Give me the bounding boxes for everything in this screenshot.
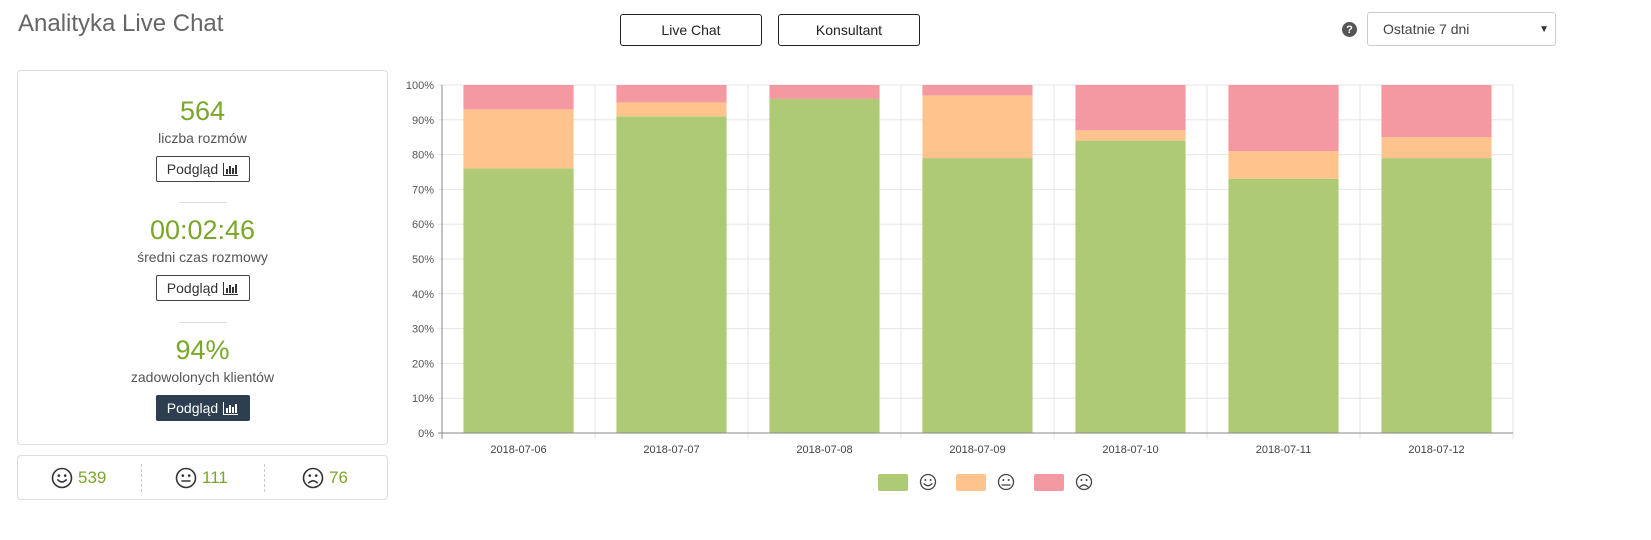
x-tick-label: 2018-07-09 <box>949 444 1005 456</box>
preview-button-label: Podgląd <box>166 161 219 177</box>
preview-avg-time-button[interactable]: Podgląd <box>155 275 250 301</box>
neutral-face-icon <box>997 473 1015 491</box>
legend-swatch <box>1034 474 1064 491</box>
divider <box>141 464 142 492</box>
x-tick-label: 2018-07-12 <box>1408 444 1464 456</box>
date-range-value: Ostatnie 7 dni <box>1383 21 1470 37</box>
y-tick-label: 20% <box>412 358 434 370</box>
smile-face-icon <box>51 467 73 488</box>
stat-label: zadowolonych klientów <box>130 369 275 385</box>
divider <box>179 202 227 203</box>
stat-label: średni czas rozmowy <box>137 249 268 265</box>
bar-segment <box>922 85 1033 96</box>
bar-segment <box>769 85 880 99</box>
y-tick-label: 80% <box>412 150 434 162</box>
rating-neutral: 111 <box>175 456 228 499</box>
chevron-down-icon: ▼ <box>1539 24 1549 35</box>
preview-button-label: Podgląd <box>166 400 219 416</box>
bar-segment <box>1228 151 1339 179</box>
rating-count: 111 <box>202 467 228 487</box>
legend-swatch <box>956 474 986 491</box>
preview-conversations-button[interactable]: Podgląd <box>155 156 250 182</box>
smile-face-icon <box>919 473 937 491</box>
preview-button-label: Podgląd <box>166 280 219 296</box>
bar-chart-icon <box>223 401 239 415</box>
satisfaction-chart: 0% 10% 20% 30% 40% 50% 60% 70% 80% 90% 100% 2018-07… <box>406 80 1514 491</box>
bar-chart-icon <box>223 162 239 176</box>
x-tick-label: 2018-07-08 <box>796 444 852 456</box>
rating-positive: 539 <box>51 456 106 499</box>
y-tick-label: 10% <box>412 393 434 405</box>
y-tick-label: 60% <box>412 219 434 231</box>
y-tick-label: 90% <box>412 115 434 127</box>
sad-face-icon <box>302 467 324 488</box>
bar-segment <box>1075 85 1186 131</box>
stats-card: 564 liczba rozmów Podgląd 00:02:46 średn… <box>17 70 388 445</box>
rating-negative: 76 <box>302 456 348 499</box>
bar-segment <box>463 85 574 110</box>
divider <box>264 464 265 492</box>
neutral-face-icon <box>175 467 197 488</box>
y-tick-label: 40% <box>412 289 434 301</box>
sad-face-icon <box>1075 473 1093 491</box>
y-tick-label: 70% <box>412 184 434 196</box>
stat-avg-time: 00:02:46 średni czas rozmowy Podgląd <box>18 214 387 301</box>
bar-segment <box>1381 137 1492 159</box>
page-title: Analityka Live Chat <box>18 10 224 37</box>
bar-segment <box>922 158 1033 433</box>
bar-segment <box>616 102 727 117</box>
bar-segment <box>1381 85 1492 138</box>
stat-conversations: 564 liczba rozmów Podgląd <box>18 95 387 182</box>
question-circle-icon[interactable]: ? <box>1342 22 1357 37</box>
bar-segment <box>1075 130 1186 141</box>
bar-segment <box>922 95 1033 159</box>
stat-value: 94% <box>175 335 230 365</box>
bar-segment <box>463 168 574 433</box>
y-tick-label: 100% <box>406 80 434 92</box>
stat-label: liczba rozmów <box>158 130 247 146</box>
preview-satisfied-button[interactable]: Podgląd <box>155 395 250 421</box>
bar-segment <box>1228 85 1339 152</box>
ratings-summary: 539 111 76 <box>17 455 388 500</box>
bar-segment <box>1075 140 1186 433</box>
rating-count: 539 <box>78 467 107 487</box>
bar-segment <box>1228 178 1339 433</box>
bar-segment <box>769 98 880 434</box>
stat-satisfied: 94% zadowolonych klientów Podgląd <box>18 334 387 421</box>
bar-segment <box>616 116 727 433</box>
rating-count: 76 <box>329 467 348 487</box>
y-tick-label: 50% <box>412 254 434 266</box>
bar-chart-icon <box>223 281 239 295</box>
x-tick-label: 2018-07-11 <box>1256 444 1311 456</box>
x-tick-label: 2018-07-10 <box>1102 444 1158 456</box>
bar-segment <box>463 109 574 169</box>
bar-segment <box>616 85 727 103</box>
date-range-select[interactable]: Ostatnie 7 dni ▼ <box>1367 12 1556 46</box>
x-tick-label: 2018-07-07 <box>643 444 699 456</box>
divider <box>179 322 227 323</box>
y-tick-label: 0% <box>418 428 434 440</box>
y-tick-label: 30% <box>412 324 434 336</box>
tab-konsultant[interactable]: Konsultant <box>778 14 920 46</box>
tab-live-chat[interactable]: Live Chat <box>620 14 762 46</box>
bar-segment <box>1381 158 1492 433</box>
legend-swatch <box>878 474 908 491</box>
stat-value: 564 <box>179 96 226 126</box>
stat-value: 00:02:46 <box>149 215 256 245</box>
x-tick-label: 2018-07-06 <box>490 444 546 456</box>
